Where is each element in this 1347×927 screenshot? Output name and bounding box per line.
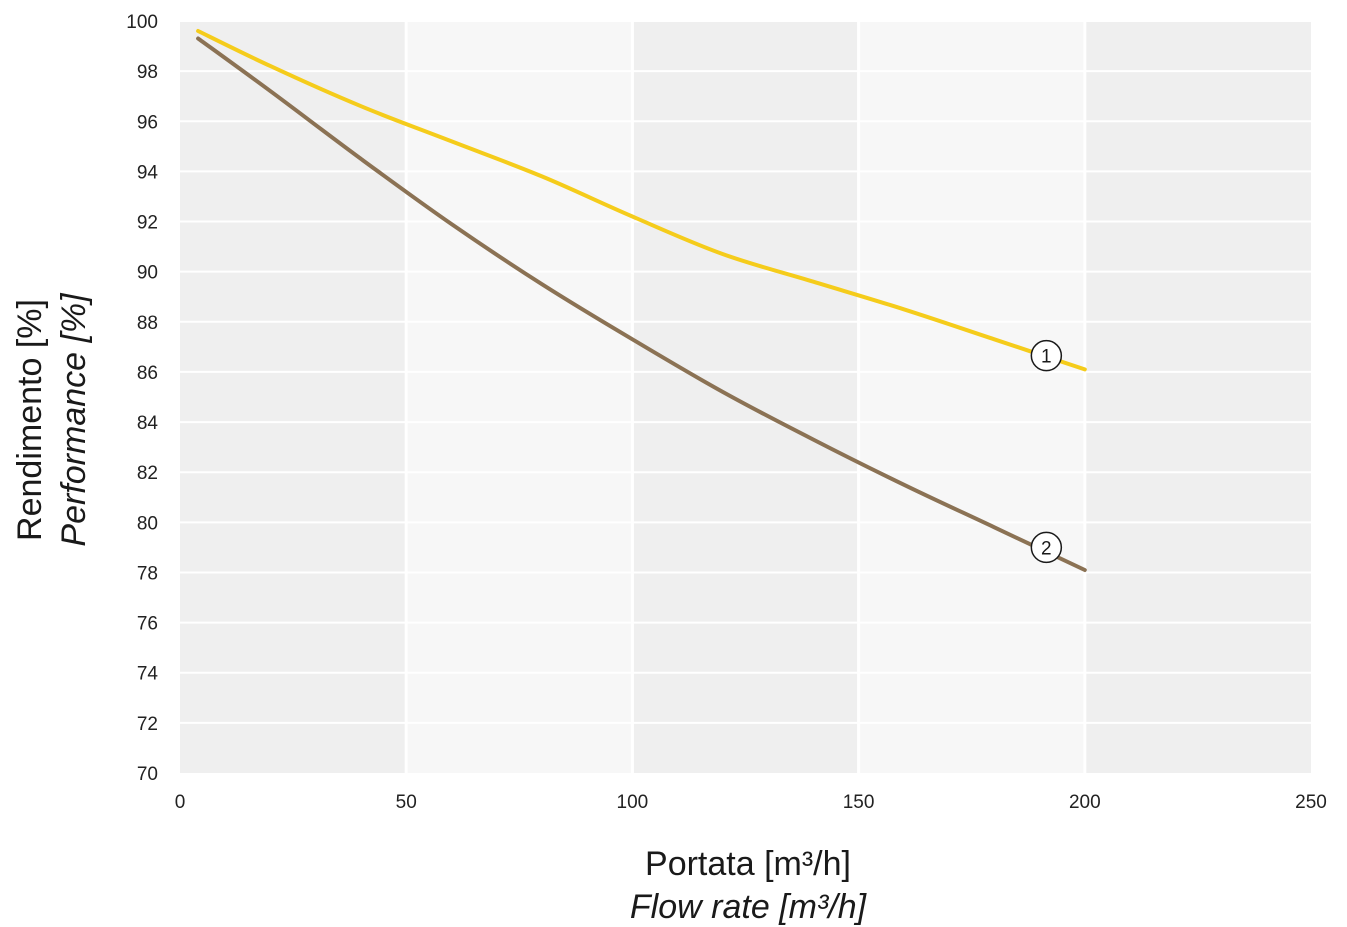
y-tick-label: 94 [137,162,159,183]
y-tick-label: 96 [137,112,158,133]
y-tick-label: 84 [137,413,159,434]
y-axis-tick-labels: 70 72 74 76 78 80 82 84 86 88 90 92 94 96 98 100 [126,12,158,785]
y-tick-label: 90 [137,263,158,284]
x-tick-label: 0 [175,792,186,813]
y-tick-label: 80 [137,513,158,534]
series-marker-circle-1 [1030,339,1063,372]
series-markers: 12 [1030,339,1063,564]
series-line-1 [196,29,1087,372]
series-line-2 [196,36,1087,572]
y-axis-title-english: Performance [%] [55,292,93,547]
y-tick-label: 82 [137,463,158,484]
x-tick-label: 200 [1069,792,1101,813]
series-lines [196,29,1087,572]
y-tick-label: 76 [137,614,158,635]
y-tick-label: 74 [137,664,159,685]
y-tick-label: 72 [137,714,158,735]
series-marker-circle-2 [1030,531,1063,564]
horizontal-gridlines [180,20,1311,724]
y-tick-label: 70 [137,764,158,785]
x-axis-title-english: Flow rate [m³/h] [630,888,868,926]
y-tick-label: 88 [137,313,158,334]
y-tick-label: 92 [137,213,158,234]
x-axis-tick-labels: 0 50 100 150 200 250 [175,792,1327,813]
y-tick-label: 98 [137,62,158,83]
plot-band [1084,21,1311,773]
y-tick-label: 86 [137,363,158,384]
series-marker-label-2: 2 [1041,538,1052,559]
x-axis-title: Portata [m³/h] [645,845,851,883]
y-tick-label: 100 [126,12,158,33]
x-tick-label: 100 [617,792,649,813]
plot-band [406,21,633,773]
x-tick-label: 250 [1295,792,1327,813]
series-marker-label-1: 1 [1041,347,1052,368]
y-tick-label: 78 [137,563,158,584]
plot-band [858,21,1085,773]
vertical-gridlines [404,21,1087,773]
x-tick-label: 50 [396,792,417,813]
plot-band [180,21,407,773]
plot-band [632,21,859,773]
x-tick-label: 150 [843,792,875,813]
plot-background [180,21,1311,773]
y-axis-title: Rendimento [%] [11,299,49,541]
